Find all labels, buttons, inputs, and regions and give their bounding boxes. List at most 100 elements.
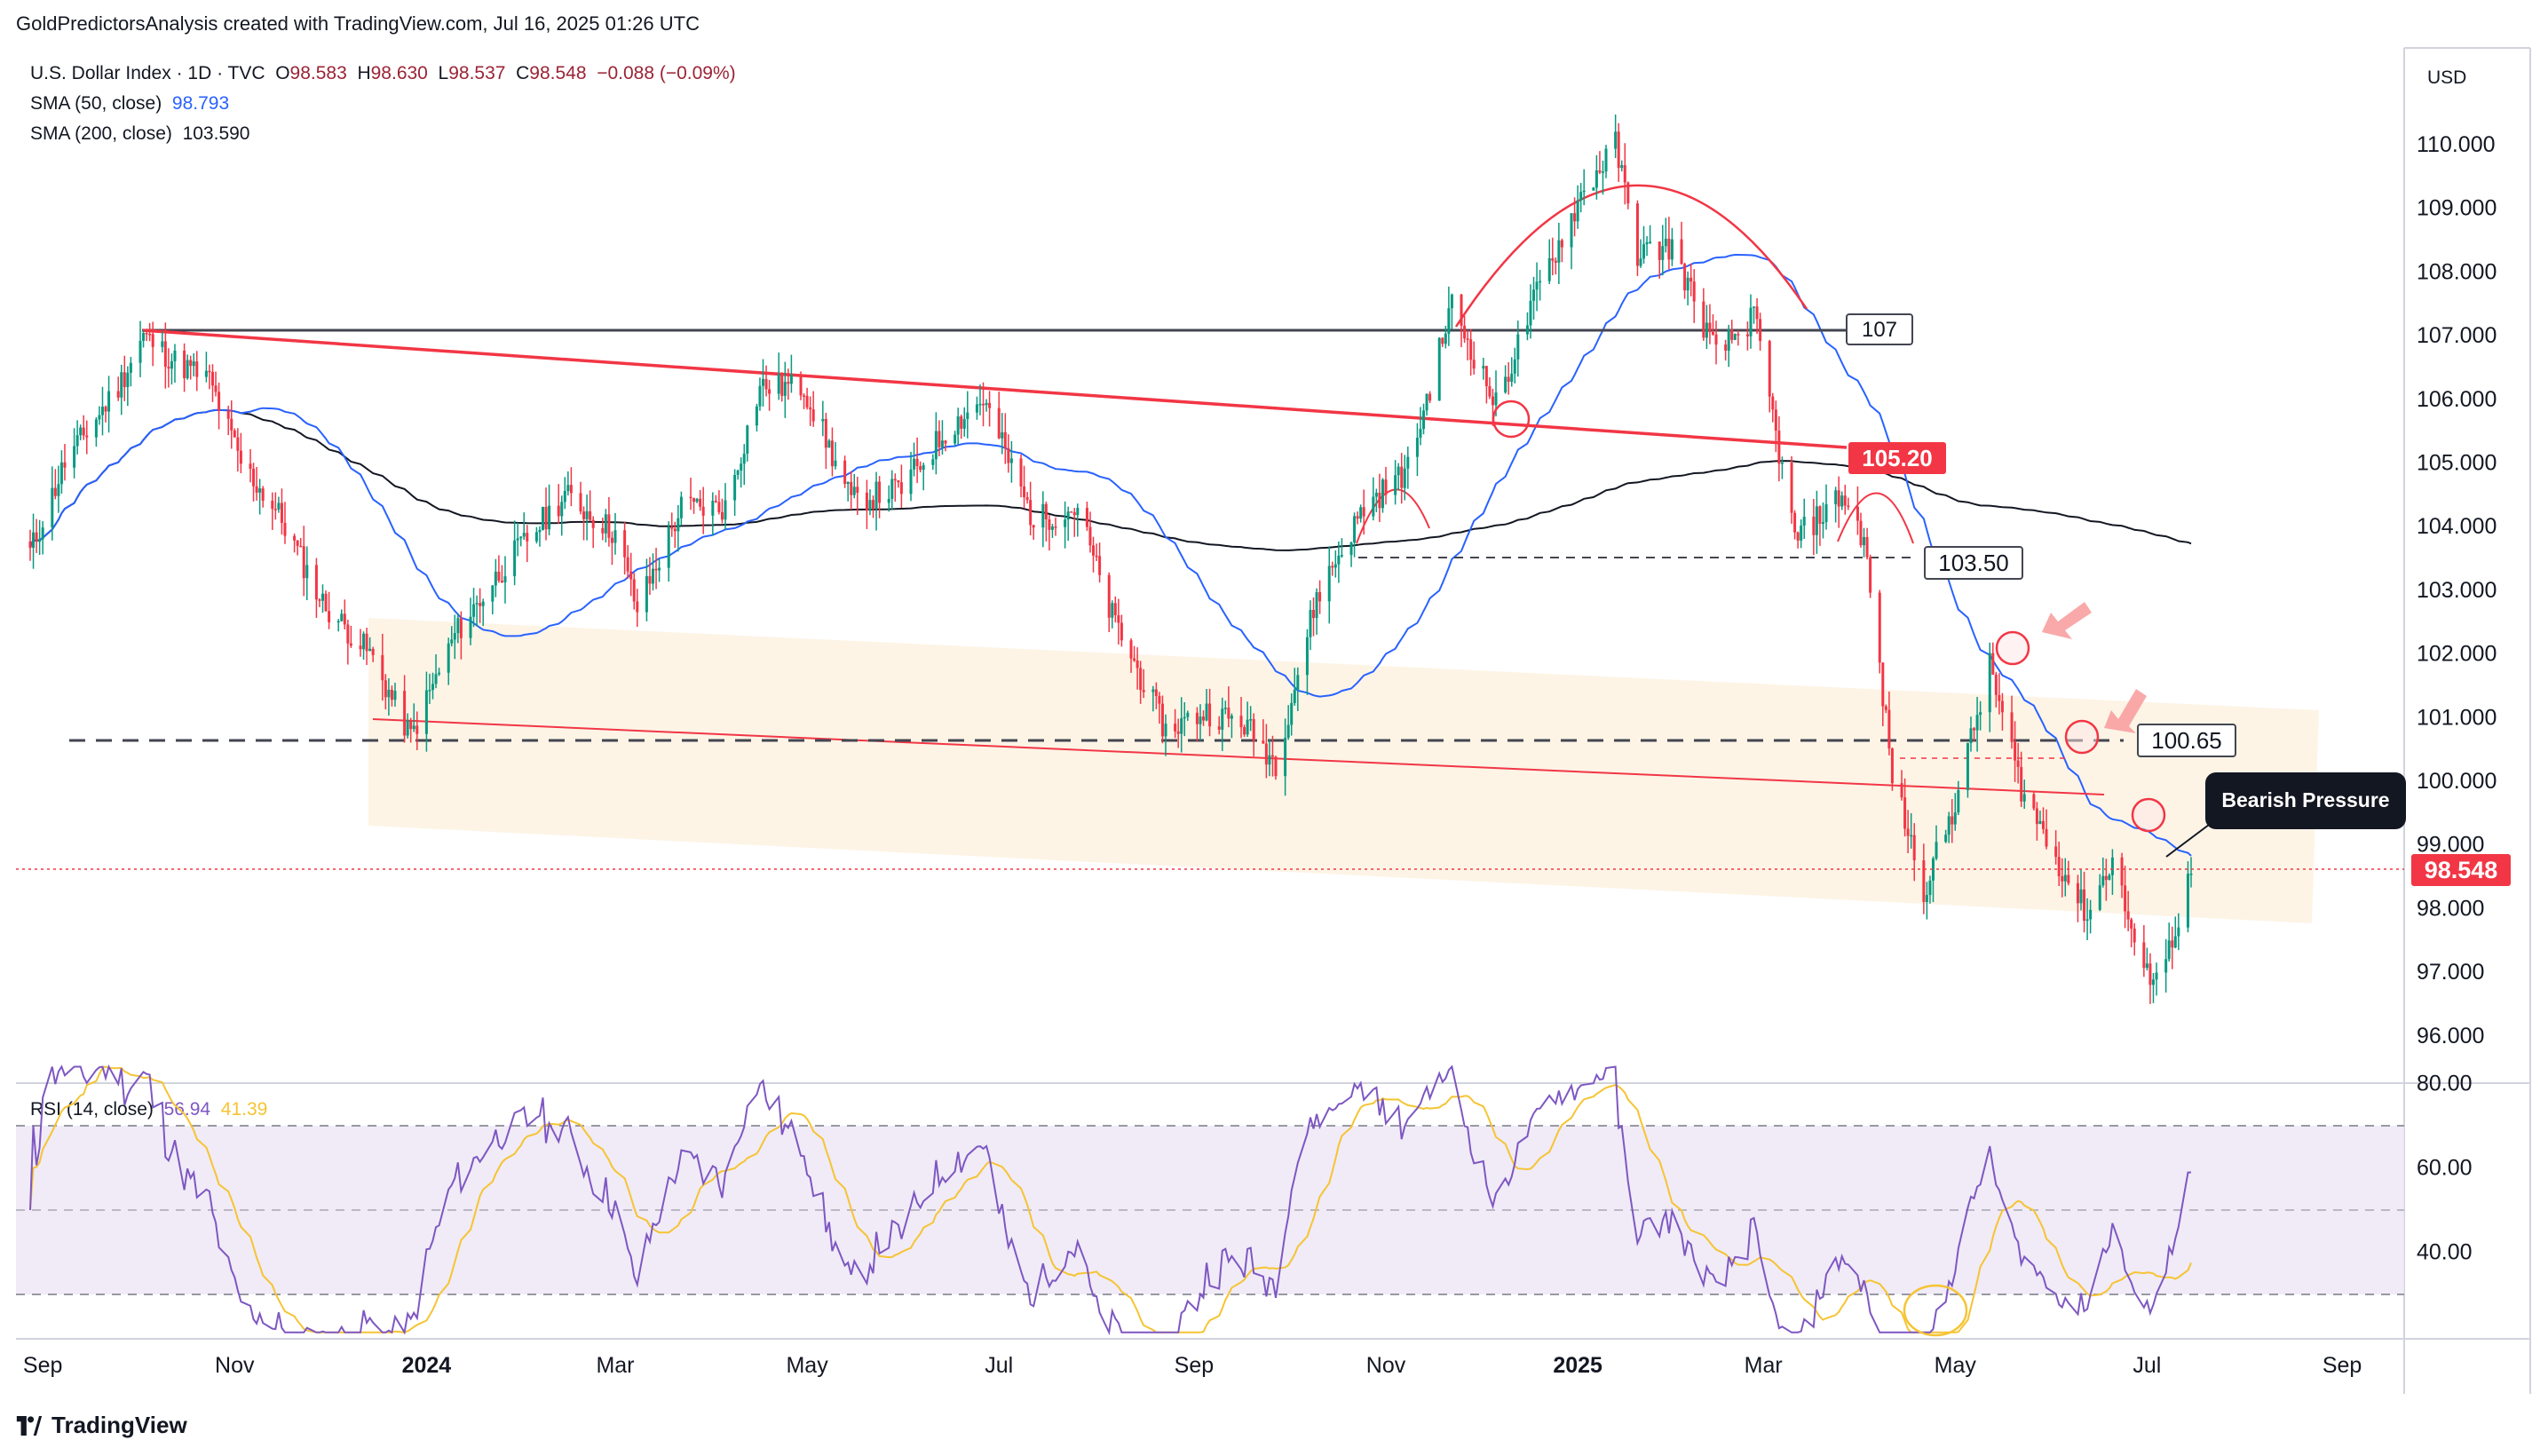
candle-body bbox=[1975, 715, 1979, 731]
candle-body bbox=[915, 458, 919, 467]
candle-body bbox=[2120, 857, 2124, 886]
candle-body bbox=[1705, 322, 1708, 338]
candle-body bbox=[557, 505, 560, 517]
candle-body bbox=[2083, 889, 2086, 922]
candle-body bbox=[2057, 857, 2061, 876]
candle-body bbox=[1337, 555, 1341, 565]
candle-body bbox=[2010, 712, 2014, 742]
candle-body bbox=[1072, 512, 1076, 516]
candle-body bbox=[249, 463, 252, 469]
candle-body bbox=[1444, 333, 1447, 344]
candle-body bbox=[1331, 566, 1334, 568]
candle-body bbox=[1032, 525, 1035, 528]
candle-body bbox=[516, 538, 519, 541]
time-axis[interactable]: Sep Nov 2024 Mar May Jul Sep Nov 2025 Mar May Jul Se… bbox=[23, 1353, 2362, 1378]
candle-body bbox=[1957, 789, 1960, 813]
candle-body bbox=[1406, 456, 1410, 469]
candle-body bbox=[1129, 640, 1133, 659]
candle-body bbox=[1482, 366, 1485, 369]
currency-label[interactable]: USD bbox=[2427, 67, 2466, 88]
candle-body bbox=[777, 374, 780, 394]
candle-body bbox=[28, 541, 32, 549]
candle-body bbox=[1041, 503, 1045, 528]
candle-body bbox=[1800, 525, 1803, 541]
candle-body bbox=[1890, 748, 1894, 784]
candle-body bbox=[740, 463, 743, 471]
candle-body bbox=[1372, 496, 1375, 517]
candle-body bbox=[1217, 726, 1221, 730]
candle-body bbox=[513, 540, 517, 577]
candle-body bbox=[98, 415, 101, 420]
candle-body bbox=[1755, 306, 1759, 320]
sma50-label[interactable]: SMA (50, close) bbox=[30, 93, 162, 114]
candle-body bbox=[195, 361, 199, 377]
candle-body bbox=[186, 360, 189, 379]
candle-body bbox=[1991, 653, 1995, 675]
candle-body bbox=[100, 407, 104, 415]
time-tick-label: Jul bbox=[2133, 1353, 2161, 1378]
candle-body bbox=[1113, 603, 1117, 615]
candle-body bbox=[277, 502, 281, 510]
time-tick-label: May bbox=[1935, 1353, 1977, 1378]
candle-body bbox=[1604, 148, 1608, 172]
candle-body bbox=[51, 487, 54, 528]
candle-body bbox=[170, 360, 173, 369]
candle-body bbox=[1837, 490, 1840, 507]
candle-body bbox=[346, 624, 350, 644]
candle-body bbox=[2130, 919, 2133, 929]
time-tick-label: 2025 bbox=[1553, 1353, 1602, 1378]
candle-body bbox=[1847, 505, 1850, 507]
candle-body bbox=[456, 618, 460, 634]
candle-body bbox=[519, 536, 523, 539]
candle-body bbox=[1551, 257, 1555, 261]
candle-body bbox=[239, 450, 242, 464]
candle-body bbox=[1570, 213, 1573, 248]
candle-body bbox=[2098, 885, 2101, 910]
candle-body bbox=[252, 468, 256, 487]
open-label: O bbox=[275, 63, 290, 83]
candle-body bbox=[2061, 875, 2064, 882]
price-tick-label: 98.000 bbox=[2417, 896, 2484, 921]
price-tick-label: 105.000 bbox=[2417, 451, 2497, 476]
price-axis[interactable]: 96.000 97.000 98.000 99.000 100.000 101.000 10… bbox=[2417, 132, 2497, 1048]
candle-body bbox=[821, 418, 825, 422]
candle-body bbox=[893, 479, 897, 481]
candle-body bbox=[1777, 431, 1781, 464]
sma200-value: 103.590 bbox=[182, 123, 250, 144]
sma200-legend-row[interactable]: SMA (200, close) 103.590 bbox=[30, 119, 736, 149]
candle-body bbox=[293, 535, 297, 541]
candle-body bbox=[544, 506, 548, 530]
candle-body bbox=[1403, 468, 1406, 488]
candle-body bbox=[1349, 542, 1353, 556]
sma200-label[interactable]: SMA (200, close) bbox=[30, 123, 172, 144]
candle-body bbox=[2020, 766, 2023, 802]
rsi-axis[interactable]: 40.00 60.00 80.00 bbox=[2417, 1072, 2473, 1265]
candle-body bbox=[922, 464, 925, 471]
candle-body bbox=[1441, 337, 1444, 344]
level-label-103-50: 103.50 bbox=[1924, 546, 2023, 580]
candle-body bbox=[75, 435, 79, 447]
candle-body bbox=[1796, 532, 1800, 541]
candle-body bbox=[1158, 695, 1161, 704]
candle-body bbox=[563, 491, 566, 502]
symbol-name[interactable]: U.S. Dollar Index · 1D · TVC bbox=[30, 63, 265, 83]
candle-body bbox=[94, 419, 98, 438]
sma50-legend-row[interactable]: SMA (50, close) 98.793 bbox=[30, 89, 736, 119]
high-label: H bbox=[357, 63, 371, 83]
candle-body bbox=[1428, 393, 1432, 401]
candle-body bbox=[214, 385, 218, 392]
candle-body bbox=[343, 613, 346, 625]
candle-body bbox=[960, 416, 963, 429]
symbol-legend-row[interactable]: U.S. Dollar Index · 1D · TVC O98.583 H98… bbox=[30, 59, 736, 89]
candle-body bbox=[604, 514, 607, 534]
candle-body bbox=[711, 501, 715, 516]
time-tick-label: Sep bbox=[23, 1353, 62, 1378]
candle-body bbox=[497, 571, 501, 582]
footer-logo[interactable]: TradingView bbox=[16, 1412, 187, 1439]
candle-body bbox=[1724, 344, 1728, 351]
svg-text:Bearish Pressure: Bearish Pressure bbox=[2221, 788, 2389, 811]
price-tick-label: 100.000 bbox=[2417, 769, 2497, 794]
candle-body bbox=[2054, 846, 2058, 858]
candle-body bbox=[648, 575, 652, 584]
